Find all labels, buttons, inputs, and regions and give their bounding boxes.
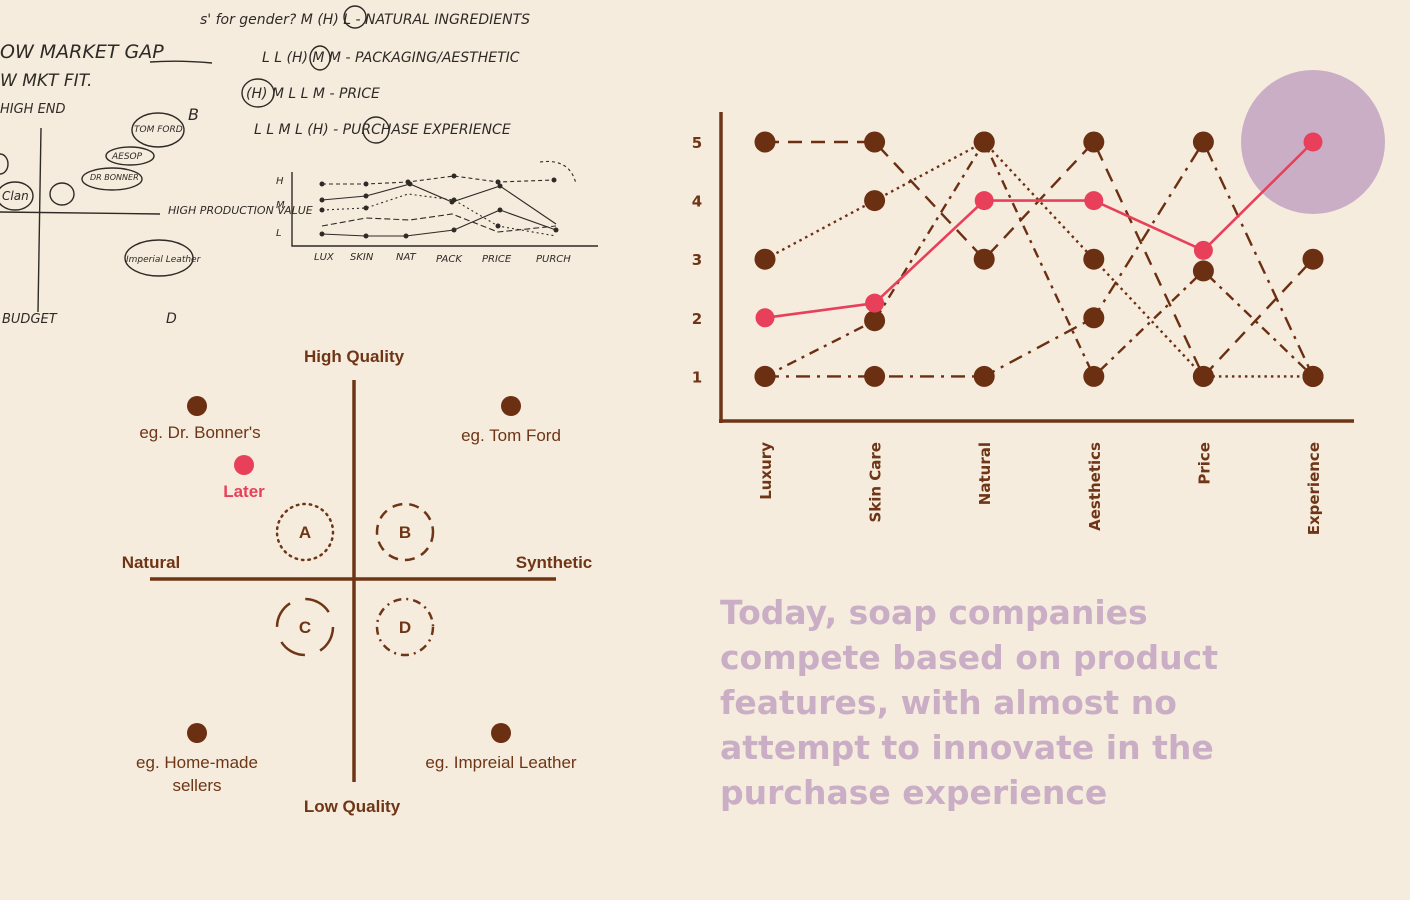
data-point: [864, 190, 886, 212]
positioning-map: High Quality Low Quality Natural Synthet…: [122, 347, 593, 816]
data-point: [1302, 365, 1324, 387]
data-point: [1083, 248, 1105, 270]
x-category-label: Aesthetics: [1086, 442, 1104, 531]
sketch-aesop: AESOP: [111, 152, 143, 162]
feature-comparison-chart: 1 2 3 4 5 Luxury Skin Care Natural Aesthetics Pr…: [692, 70, 1385, 535]
data-point: [754, 131, 776, 153]
axis-label-natural: Natural: [122, 553, 181, 572]
highlight-data-point: [865, 293, 885, 313]
sketch-budget: BUDGET: [2, 312, 58, 327]
y-tick-label: 5: [692, 134, 702, 152]
zone-c-label: C: [299, 618, 311, 637]
zone-b-circle: [375, 502, 435, 562]
data-point: [1192, 365, 1214, 387]
sketch-dr-bonner: DR BONNER: [90, 173, 139, 182]
highlight-data-point: [1193, 240, 1213, 260]
axis-label-high-quality: High Quality: [304, 347, 405, 366]
data-point: [1083, 131, 1105, 153]
later-dot: [234, 455, 254, 475]
zone-d-circle: [375, 597, 435, 657]
example-tom-ford: eg. Tom Ford: [461, 426, 561, 445]
data-point: [864, 310, 886, 332]
series-line: [764, 140, 1314, 378]
mini-y-l: L: [276, 228, 282, 239]
highlight-data-point: [1303, 132, 1323, 152]
series-line-highlight: [764, 141, 1314, 320]
y-tick-label: 1: [692, 368, 702, 386]
zone-b-label: B: [399, 523, 411, 542]
data-point: [1192, 260, 1214, 282]
zone-a-circle: [275, 502, 335, 562]
highlight-data-point: [755, 308, 775, 328]
sketch-line-2: L L (H) M M - PACKAGING/AESTHETIC: [262, 50, 520, 66]
y-tick-label: 3: [692, 251, 702, 269]
sketch-high-end: HIGH END: [0, 102, 66, 117]
sketch-mkt-fit: W MKT FIT.: [0, 71, 92, 91]
caption-text: Today, soap companies compete based on p…: [720, 593, 1218, 812]
brand-dot-tom-ford: [501, 396, 521, 416]
data-point: [973, 131, 995, 153]
sketch-label-d: D: [166, 311, 177, 327]
data-point: [1083, 307, 1105, 329]
mini-x-purch: PURCH: [536, 254, 571, 265]
example-home-made-1: eg. Home-made: [136, 753, 258, 772]
sketch-market-gap: OW MARKET GAP: [0, 41, 164, 63]
data-point: [754, 248, 776, 270]
sketch-line-4: L L M L (H) - PURCHASE EXPERIENCE: [254, 122, 511, 138]
highlight-data-point: [1084, 191, 1104, 211]
x-category-label: Price: [1195, 442, 1213, 485]
example-home-made-2: sellers: [172, 776, 221, 795]
y-tick-label: 4: [692, 193, 702, 211]
mini-y-h: H: [276, 176, 284, 187]
data-point: [973, 248, 995, 270]
data-point: [973, 365, 995, 387]
brand-dot-imperial-leather: [491, 723, 511, 743]
data-point: [1302, 248, 1324, 270]
x-category-label: Luxury: [757, 442, 775, 500]
axis-label-synthetic: Synthetic: [516, 553, 593, 572]
brand-dot-dr-bonners: [187, 396, 207, 416]
sketch-tom-ford: TOM FORD: [134, 125, 183, 135]
example-dr-bonners: eg. Dr. Bonner's: [139, 423, 260, 442]
x-category-label: Skin Care: [867, 442, 885, 523]
sketch-imperial-leather: Imperial Leather: [126, 255, 202, 265]
data-point: [754, 365, 776, 387]
data-point: [864, 131, 886, 153]
highlight-data-point: [974, 191, 994, 211]
x-category-label: Experience: [1305, 442, 1323, 535]
mini-x-skin: SKIN: [350, 252, 374, 263]
hand-sketch: s' for gender? M (H) L - NATURAL INGREDI…: [0, 5, 598, 327]
series-line: [765, 140, 1315, 378]
mini-x-pack: PACK: [436, 254, 463, 265]
mini-y-m: M: [276, 200, 285, 211]
sketch-line-3: (H) M L L M - PRICE: [246, 86, 380, 102]
sketch-clan: Clan: [2, 189, 29, 203]
zone-d-label: D: [399, 618, 411, 637]
brand-dot-home-made: [187, 723, 207, 743]
series-line: [764, 140, 1313, 378]
y-tick-label: 2: [692, 310, 702, 328]
zone-a-label: A: [299, 523, 311, 542]
mini-x-price: PRICE: [482, 254, 512, 265]
mini-x-nat: NAT: [396, 252, 417, 263]
series-line: [765, 140, 1314, 378]
sketch-label-b: B: [188, 105, 199, 124]
example-imperial-leather: eg. Impreial Leather: [425, 753, 577, 772]
zone-c-circle: [275, 597, 335, 657]
data-point: [1192, 131, 1214, 153]
axis-label-low-quality: Low Quality: [304, 797, 401, 816]
sketch-high-production: HIGH PRODUCTION VALUE: [168, 204, 313, 217]
mini-x-lux: LUX: [314, 252, 335, 263]
data-point: [864, 365, 886, 387]
x-category-label: Natural: [976, 442, 994, 505]
later-label: Later: [223, 482, 265, 501]
data-point: [1083, 365, 1105, 387]
